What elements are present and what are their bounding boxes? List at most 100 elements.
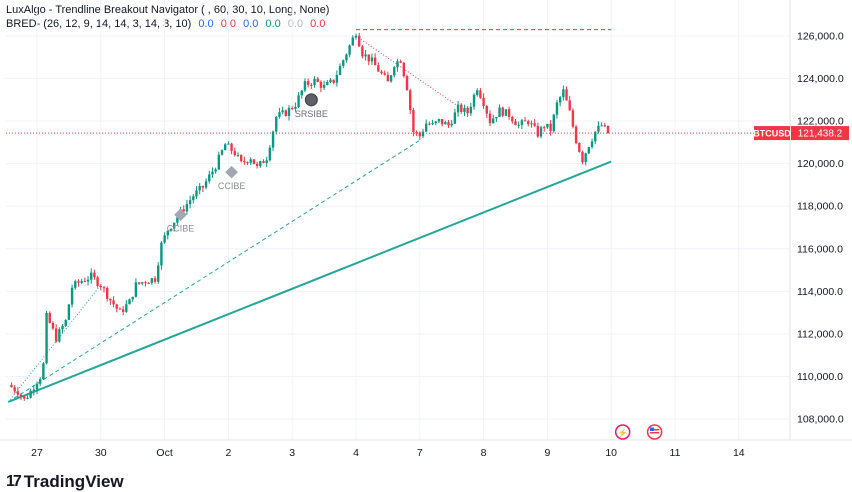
bred-value-1: 0.0 [198, 18, 214, 30]
candle-body [517, 124, 520, 126]
candle-body [597, 125, 600, 132]
candle-body [555, 102, 559, 115]
candle-body [594, 131, 597, 142]
candle-body [42, 363, 45, 380]
candle-body [530, 123, 533, 125]
candle-body [520, 120, 524, 125]
candle-body [316, 78, 319, 82]
candle-body [121, 309, 125, 312]
tradingview-brand[interactable]: 17 TradingView [6, 472, 124, 492]
candle-body [259, 161, 262, 166]
srsibe-marker-icon[interactable] [304, 93, 318, 107]
candle-body [246, 162, 249, 164]
y-tick-label: 108,000.0 [797, 414, 844, 426]
candle-body [543, 127, 546, 129]
symbol-tag: BTCUSD [753, 129, 791, 139]
candle-body [227, 143, 230, 145]
x-tick-label: 27 [31, 447, 43, 459]
candle-body [434, 121, 437, 124]
candle-body [125, 304, 128, 312]
candle-body [204, 181, 208, 188]
trendline-solid[interactable] [7, 160, 612, 403]
candle-body [383, 73, 386, 75]
last-price-tag: 121,438.2 [798, 129, 843, 140]
candle-body [393, 67, 396, 76]
candle-body [431, 123, 434, 125]
candle-body [466, 107, 469, 114]
candle-body [243, 160, 246, 163]
candle-body [163, 235, 166, 243]
bred-value-5: 0.0 [287, 18, 304, 30]
candle-body [504, 109, 508, 116]
flag-stripe [650, 429, 660, 431]
candle-body [141, 282, 144, 284]
candle-body [396, 61, 399, 68]
candle-body [166, 230, 169, 236]
candle-body [300, 90, 303, 96]
candle-body [370, 57, 374, 62]
candle-body [354, 35, 358, 38]
candle-body [418, 132, 421, 137]
candle-body [476, 90, 479, 95]
candle-body [581, 151, 584, 163]
candle-body [536, 125, 540, 137]
x-tick-label: Oct [156, 447, 172, 459]
x-tick-label: 9 [544, 447, 550, 459]
candle-body [281, 110, 284, 113]
candle-body [440, 119, 444, 125]
candle-body [450, 123, 453, 126]
candle-body [236, 155, 240, 157]
candle-body [115, 304, 118, 309]
candle-body [230, 143, 233, 152]
lightning-event-icon[interactable] [614, 424, 631, 440]
y-tick-label: 118,000.0 [797, 201, 843, 213]
candle-body [603, 125, 607, 127]
candle-body [48, 312, 51, 323]
candle-body [77, 281, 80, 283]
candle-body [128, 299, 131, 305]
candle-body [134, 282, 138, 297]
symbol-tag-bg [754, 126, 790, 141]
candle-body [306, 81, 310, 85]
indicator-title[interactable]: LuxAlgo - Trendline Breakout Navigator (… [6, 4, 330, 16]
candle-body [70, 287, 74, 305]
candle-body [409, 90, 412, 111]
trendline-dotted[interactable] [7, 284, 102, 403]
candle-body [249, 159, 252, 163]
candle-body [211, 171, 214, 175]
x-tick-label: 3 [289, 447, 295, 459]
candle-body [23, 396, 26, 399]
candle-body [447, 122, 450, 126]
trendline-dashed[interactable] [8, 139, 421, 403]
candle-body [86, 279, 90, 282]
ccibe-marker-icon[interactable] [225, 165, 238, 179]
candle-body [80, 281, 83, 283]
last-price-tag-bg [791, 126, 849, 141]
candle-body [160, 242, 163, 266]
candle-body [13, 387, 16, 392]
candle-body [399, 61, 402, 63]
lightning-glyph: ⚡ [618, 428, 628, 438]
candle-body [437, 119, 441, 122]
y-tick-label: 122,000.0 [797, 116, 844, 128]
candle-body [421, 131, 425, 137]
candle-body [578, 143, 581, 152]
candle-body [386, 74, 390, 82]
candle-body [10, 384, 13, 388]
candle-body [58, 329, 61, 342]
y-tick-label: 126,000.0 [797, 31, 844, 43]
candle-body [326, 81, 329, 86]
ccibe-marker-icon[interactable] [174, 208, 187, 222]
y-tick-label: 116,000.0 [797, 243, 843, 255]
candle-body [361, 46, 364, 57]
candle-body [192, 196, 195, 201]
candle-body [220, 150, 224, 155]
bred-label: BRED- (26, 12, 9, 14, 14, 3, 14, 3, 10) [6, 18, 192, 30]
candle-body [453, 112, 457, 124]
trendline-red-dotted[interactable] [355, 35, 459, 107]
candle-body [61, 325, 64, 330]
candle-body [153, 278, 157, 282]
x-tick-label: 10 [605, 447, 617, 459]
candle-body [568, 100, 571, 111]
